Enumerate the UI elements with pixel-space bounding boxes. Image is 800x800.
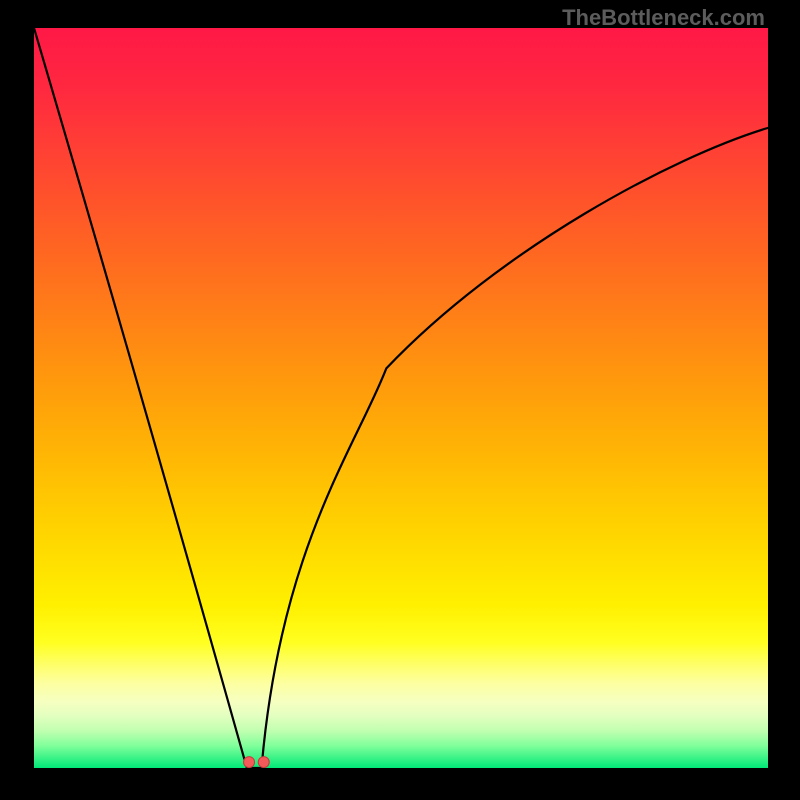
chart-svg xyxy=(34,28,768,768)
gradient-background xyxy=(34,28,768,768)
vertex-marker-right xyxy=(258,757,269,768)
watermark-text: TheBottleneck.com xyxy=(562,5,765,31)
chart-area xyxy=(34,28,768,768)
vertex-marker-left xyxy=(244,757,255,768)
